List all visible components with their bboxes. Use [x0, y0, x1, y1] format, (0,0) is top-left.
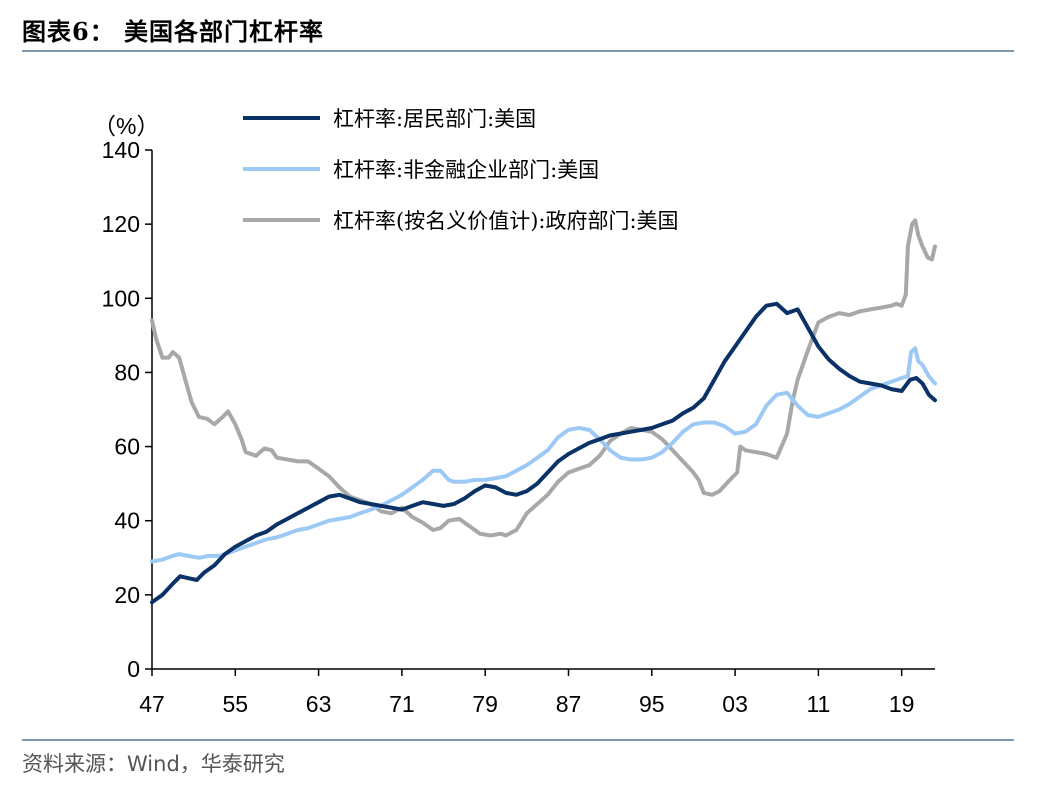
series-line-0 — [150, 301, 937, 605]
x-tick-label: 87 — [556, 691, 582, 717]
y-unit-label: （%） — [93, 113, 159, 139]
figure-title: 图表6： 美国各部门杠杆率 — [22, 17, 325, 46]
x-tick-label: 71 — [389, 691, 415, 717]
y-tick-label: 0 — [127, 656, 140, 682]
y-tick-label: 140 — [102, 137, 140, 163]
legend-label-2: 杠杆率(按名义价值计):政府部门:美国 — [333, 209, 679, 233]
legend: 杠杆率:居民部门:美国杠杆率:非金融企业部门:美国杠杆率(按名义价值计):政府部… — [243, 107, 679, 233]
axes: 0 20 40 60 80 100 120 140 47 55 63 71 79 87 95 03 11 19 — [102, 137, 935, 717]
y-tick-label: 100 — [102, 285, 140, 311]
series-line-2 — [150, 218, 937, 538]
source-note: 资料来源：Wind，华泰研究 — [22, 752, 285, 776]
legend-label-0: 杠杆率:居民部门:美国 — [333, 107, 536, 131]
top-rule — [22, 50, 1014, 52]
x-tick-label: 55 — [223, 691, 249, 717]
bottom-rule — [22, 739, 1014, 741]
y-tick-label: 20 — [114, 582, 140, 608]
legend-label-1: 杠杆率:非金融企业部门:美国 — [333, 158, 599, 182]
x-tick-label: 79 — [472, 691, 498, 717]
y-tick-label: 60 — [114, 434, 140, 460]
x-tick-label: 47 — [139, 691, 165, 717]
series-lines — [150, 218, 937, 605]
x-tick-label: 63 — [306, 691, 332, 717]
y-tick-label: 80 — [114, 359, 140, 385]
y-tick-label: 40 — [114, 508, 140, 534]
x-tick-label: 03 — [722, 691, 748, 717]
series-line-1 — [150, 346, 937, 564]
x-tick-label: 11 — [806, 691, 830, 717]
x-tick-label: 95 — [639, 691, 665, 717]
x-tick-label: 19 — [889, 691, 915, 717]
y-tick-label: 120 — [102, 211, 140, 237]
